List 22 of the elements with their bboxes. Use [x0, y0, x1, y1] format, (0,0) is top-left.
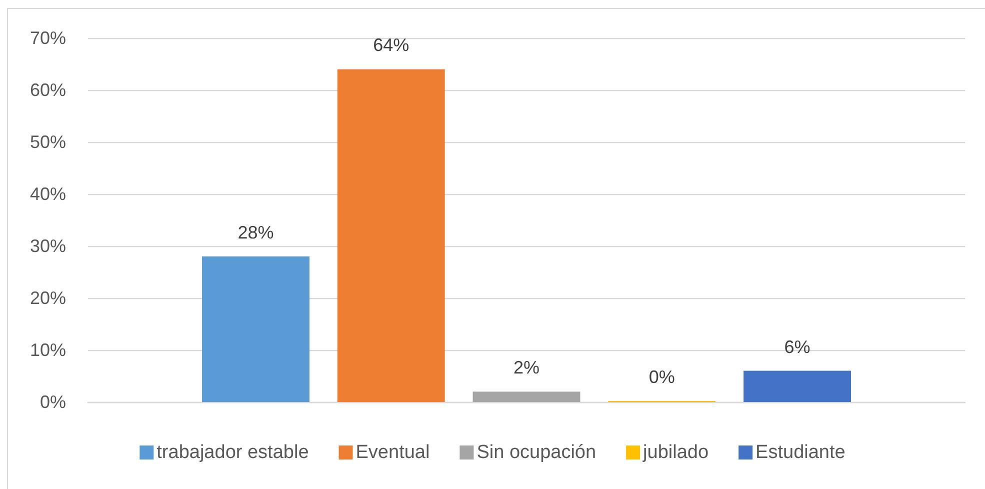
- bar: [337, 69, 445, 402]
- y-tick-label: 10%: [30, 340, 66, 360]
- legend-label: Eventual: [356, 442, 430, 463]
- bar: [472, 392, 580, 402]
- data-label: 0%: [648, 367, 675, 387]
- legend-label: jubilado: [642, 442, 709, 463]
- y-tick-label: 0%: [40, 392, 66, 412]
- y-tick-label: 70%: [30, 28, 66, 48]
- bar: [744, 370, 851, 402]
- y-tick-label: 40%: [30, 184, 66, 204]
- data-label: 64%: [373, 35, 410, 56]
- y-tick-label: 30%: [30, 236, 66, 256]
- data-label: 28%: [238, 222, 274, 242]
- bar: [202, 256, 310, 402]
- legend-label: Estudiante: [756, 442, 846, 463]
- y-tick-label: 60%: [30, 80, 66, 100]
- data-label: 6%: [784, 336, 810, 357]
- data-label: 2%: [513, 358, 540, 378]
- y-tick-label: 20%: [30, 288, 66, 308]
- legend-label: trabajador estable: [156, 442, 309, 463]
- y-tick-label: 50%: [30, 132, 66, 152]
- legend-label: Sin ocupación: [476, 442, 596, 463]
